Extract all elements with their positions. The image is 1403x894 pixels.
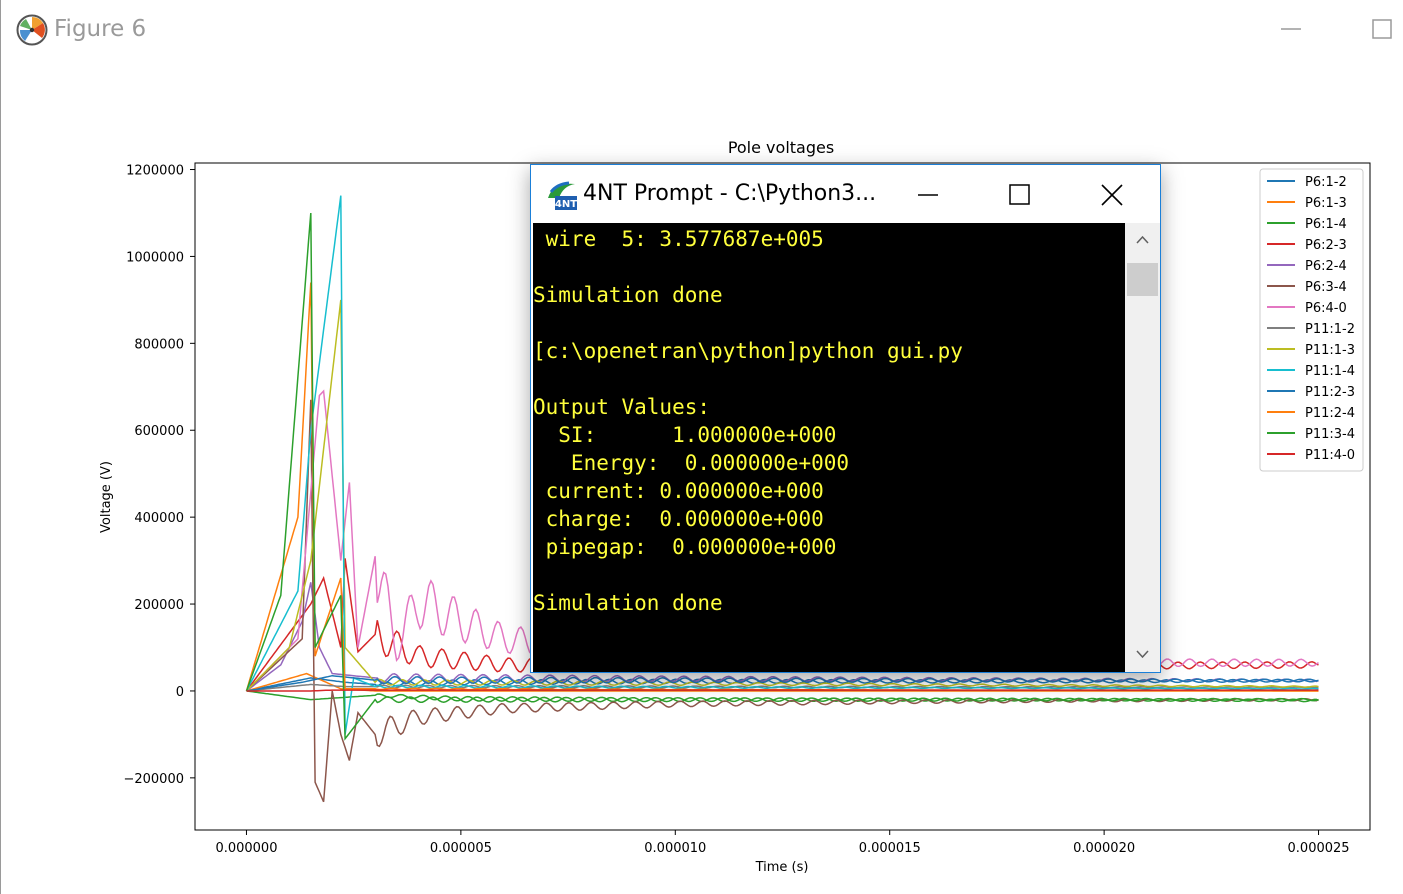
y-tick-label: −200000 [123,772,184,787]
chart-legend: P6:1-2 P6:1-3 P6:1-4 P6:2-3 P6:2-4 P6:3-4 P6:4… [1259,168,1364,472]
console-line: Simulation done [533,591,723,615]
figure-titlebar: Figure 6 [1,0,1403,60]
series-line-p11-2-3 [246,674,1319,692]
legend-label: P6:1-4 [1305,217,1347,232]
console-titlebar[interactable]: 4NT 4NT Prompt - C:\Python3... [531,165,1160,223]
minimize-icon [1281,28,1301,30]
scroll-up-button[interactable] [1125,229,1160,251]
x-tick-label: 0.000025 [1288,841,1350,856]
series-line-p11-1-3 [245,299,1319,692]
scroll-down-icon [1136,650,1149,659]
scroll-thumb[interactable] [1127,263,1158,296]
console-line: Energy: 0.000000e+000 [533,451,850,475]
minimize-icon [918,194,938,196]
y-tick-label: 200000 [134,598,184,613]
console-window[interactable]: 4NT 4NT Prompt - C:\Python3... wire 5: 3… [530,164,1161,673]
console-line: wire 5: 3.577687e+005 [533,227,824,251]
console-output[interactable]: wire 5: 3.577687e+005 Simulation done [c:\… [533,223,1125,672]
y-tick-label: 1200000 [126,164,184,179]
console-title: 4NT Prompt - C:\Python3... [583,181,877,206]
x-axis-ticks: 0.000000 0.000005 0.000010 0.000015 0.000020… [215,830,1350,856]
series-line-p6-1-4 [246,690,1319,703]
console-close-button[interactable] [1087,177,1137,213]
y-axis-ticks: −200000 0 200000 400000 600000 800000 1000000 1… [123,164,195,787]
svg-text:4NT: 4NT [555,199,577,210]
console-maximize-button[interactable] [995,177,1045,213]
legend-label: P11:3-4 [1305,427,1355,442]
axes-frame [194,162,1371,831]
scroll-down-button[interactable] [1125,643,1160,665]
console-line: pipegap: 0.000000e+000 [533,535,837,559]
series-line-p6-3-4 [245,399,1319,803]
legend-label: P6:1-3 [1305,196,1347,211]
legend-label: P11:1-4 [1305,364,1355,379]
series-line-p11-4-0 [246,689,1319,692]
x-tick-label: 0.000010 [644,841,706,856]
figure-title: Figure 6 [54,16,147,42]
legend-label: P11:2-3 [1305,385,1355,400]
chart-title: Pole voltages [728,138,834,157]
scroll-up-icon [1136,235,1149,244]
legend-label: P11:1-3 [1305,343,1355,358]
series-line-p11-1-4 [245,195,1319,735]
pole-voltages-chart: Pole voltages 0.000000 0.000005 0.000010 0.… [99,138,1371,875]
y-tick-label: 800000 [134,337,184,352]
console-minimize-button[interactable] [903,177,953,213]
legend-label: P6:2-4 [1305,259,1347,274]
console-line: Simulation done [533,283,723,307]
y-tick-label: 0 [176,685,184,700]
legend-label: P6:4-0 [1305,301,1347,316]
y-tick-label: 600000 [134,424,184,439]
y-axis-label: Voltage (V) [99,461,114,533]
matplotlib-icon [16,14,48,46]
close-icon [1101,184,1123,206]
y-tick-label: 400000 [134,511,184,526]
legend-label: P11:4-0 [1305,448,1355,463]
console-line: SI: 1.000000e+000 [533,423,837,447]
series-line-p11-3-4 [245,212,1319,741]
x-tick-label: 0.000020 [1073,841,1135,856]
legend-label: P6:1-2 [1305,175,1347,190]
maximize-button[interactable] [1363,14,1403,44]
minimize-button[interactable] [1271,14,1311,44]
maximize-icon [1009,184,1030,205]
console-line: [c:\openetran\python]python gui.py [533,339,963,363]
console-line: charge: 0.000000e+000 [533,507,824,531]
console-line: current: 0.000000e+000 [533,479,824,503]
legend-box [1259,168,1364,472]
legend-label: P6:3-4 [1305,280,1347,295]
maximize-icon [1372,19,1392,39]
x-axis-label: Time (s) [755,860,809,875]
console-scrollbar[interactable] [1125,223,1160,672]
x-tick-label: 0.000000 [215,841,277,856]
4nt-icon: 4NT [545,178,579,212]
legend-label: P11:2-4 [1305,406,1355,421]
legend-label: P11:1-2 [1305,322,1355,337]
console-line: Output Values: [533,395,711,419]
x-tick-label: 0.000015 [859,841,921,856]
y-tick-label: 1000000 [126,250,184,265]
legend-label: P6:2-3 [1305,238,1347,253]
x-tick-label: 0.000005 [430,841,492,856]
